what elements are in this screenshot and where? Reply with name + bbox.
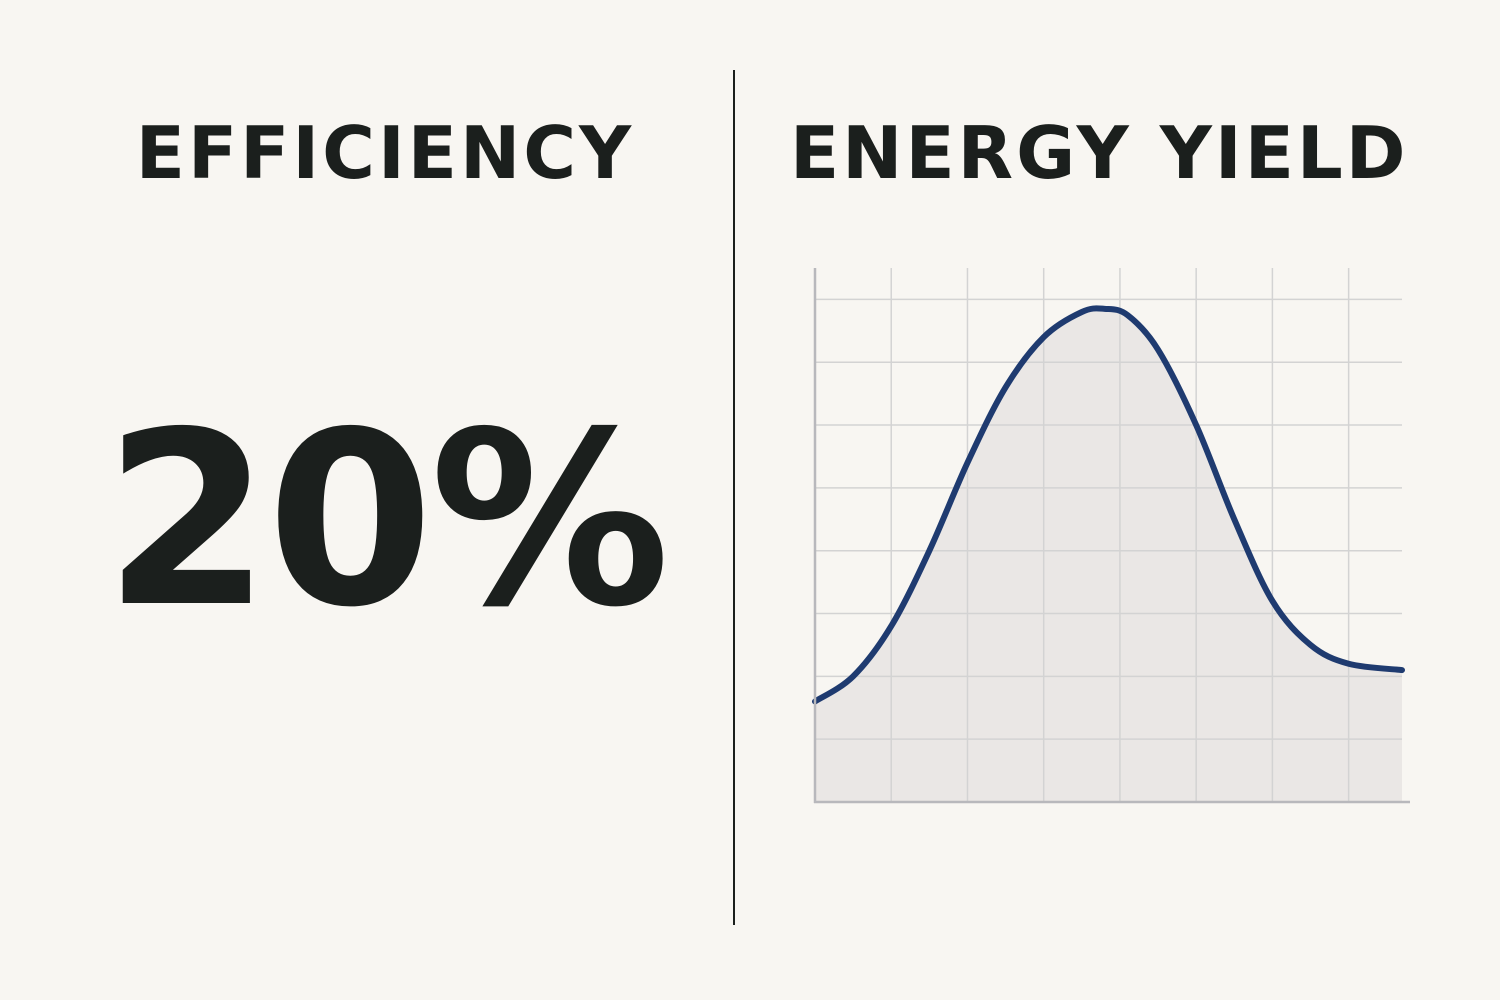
efficiency-value: 20% bbox=[103, 380, 670, 660]
yield-curve-line bbox=[812, 305, 1405, 705]
chart-grid bbox=[815, 268, 1402, 802]
energy-yield-heading: ENERGY YIELD bbox=[790, 111, 1409, 195]
panel-divider bbox=[733, 70, 735, 925]
yield-area-fill bbox=[815, 308, 1402, 802]
chart-axes bbox=[813, 268, 1410, 804]
efficiency-heading: EFFICIENCY bbox=[135, 111, 635, 195]
